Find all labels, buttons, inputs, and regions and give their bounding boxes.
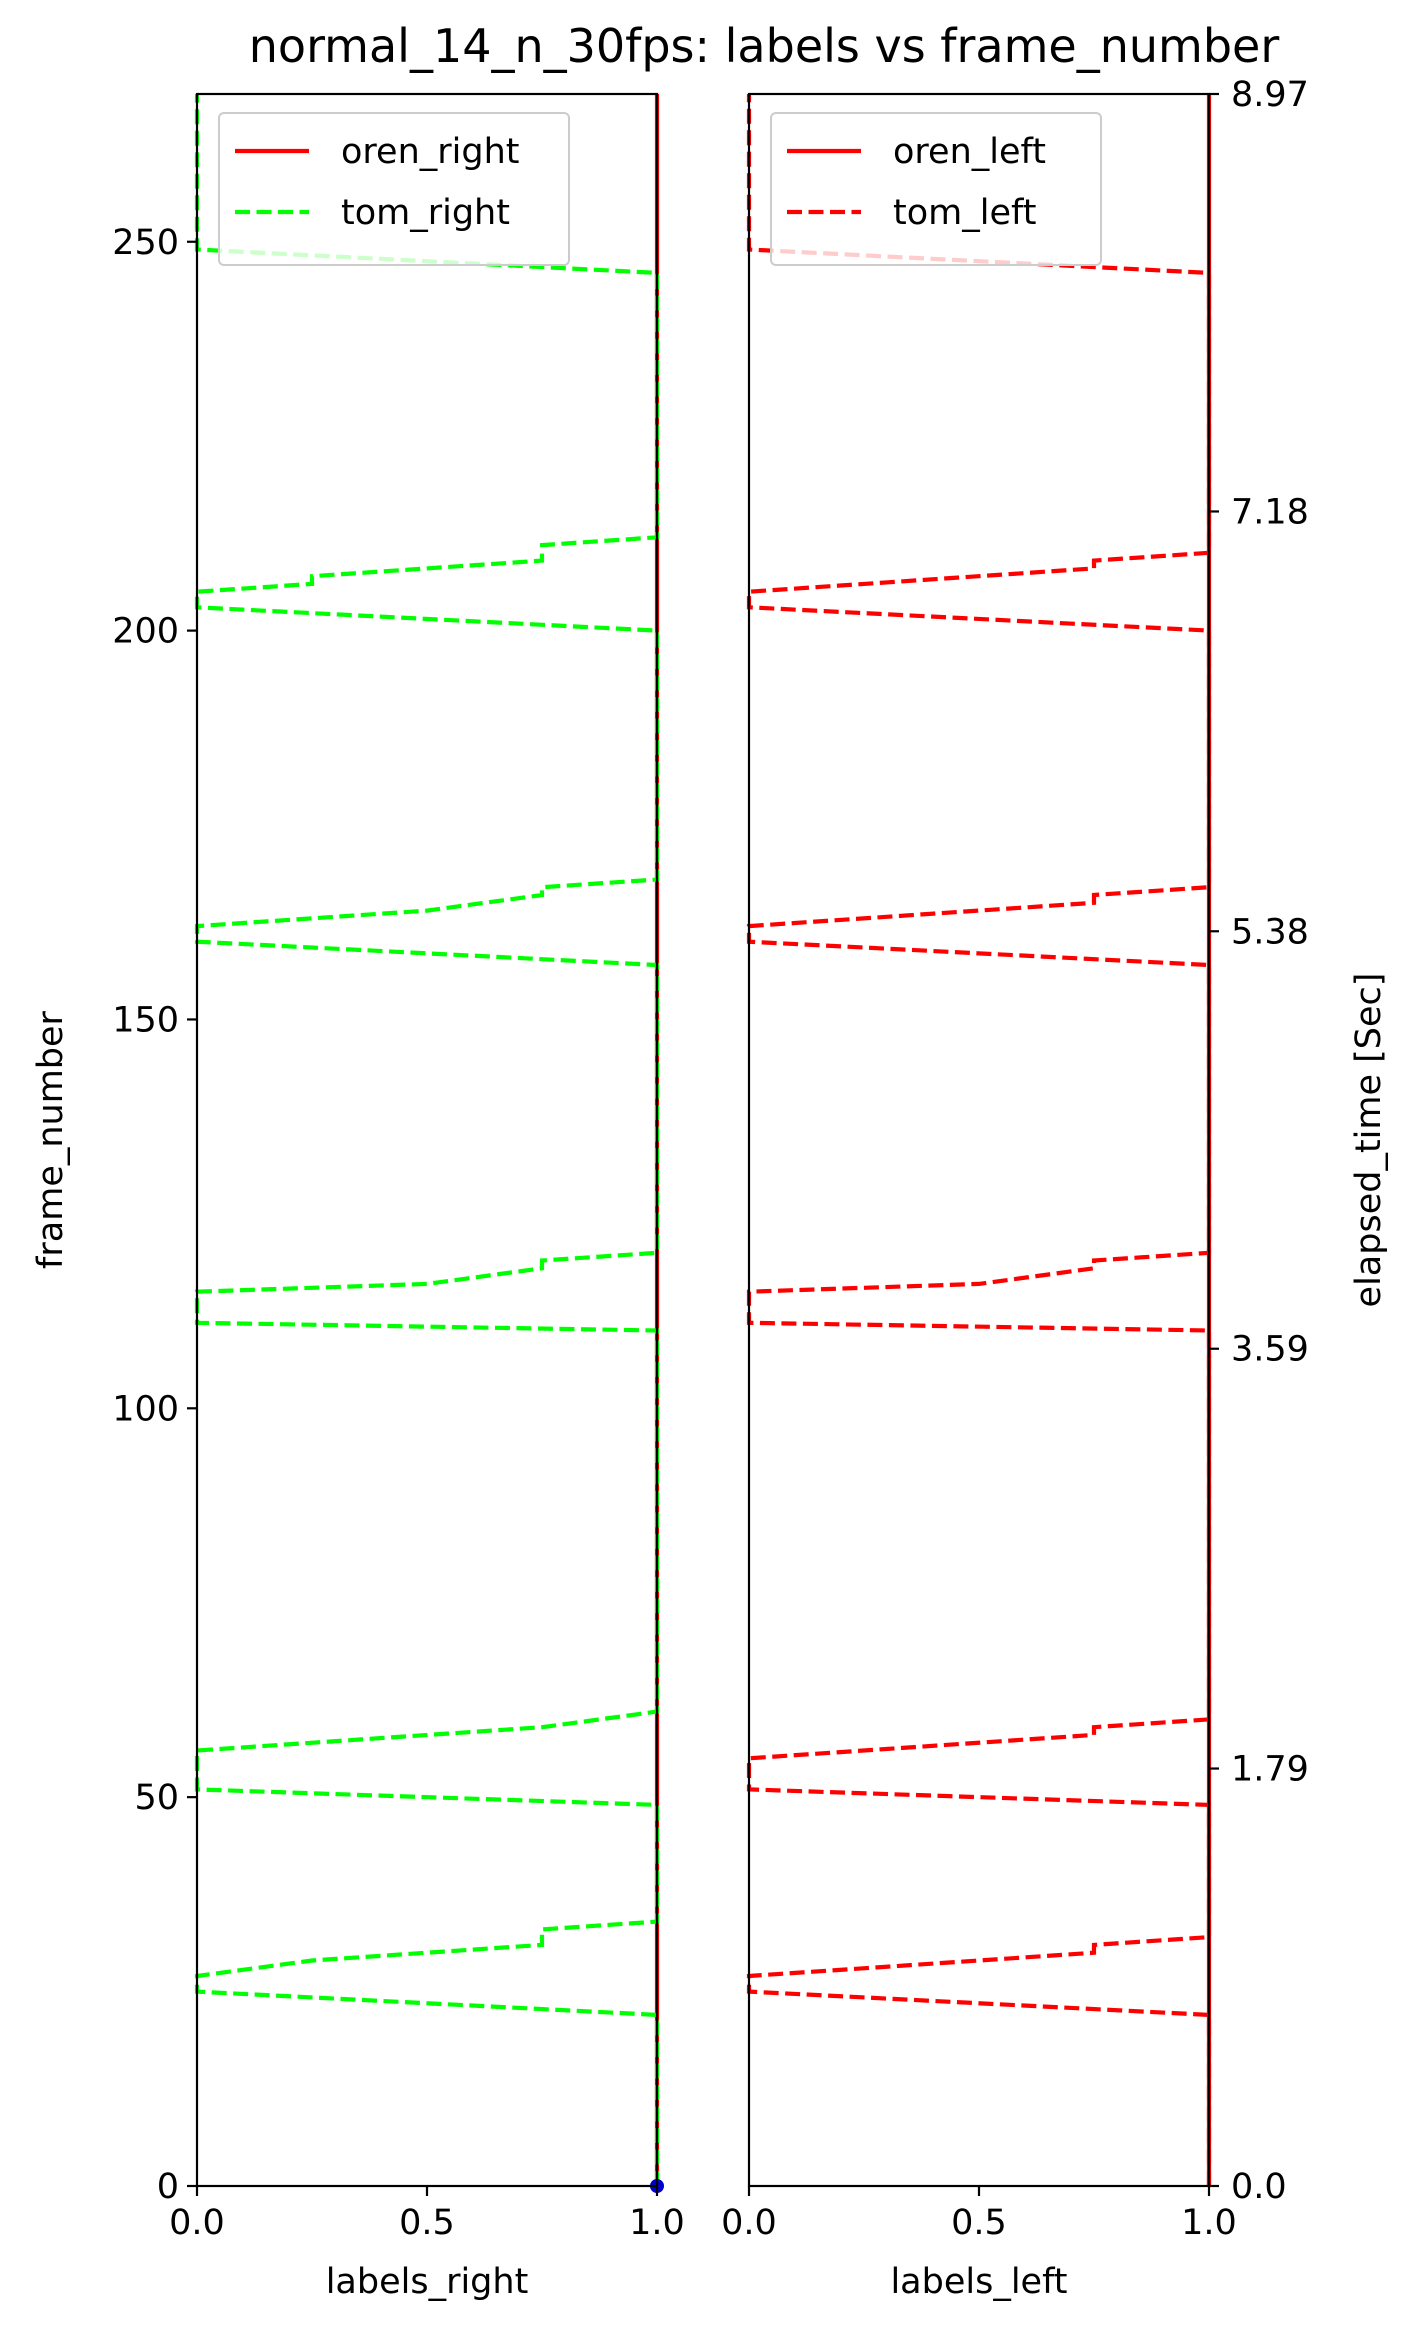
y-tick-label: 250 [112, 223, 179, 263]
y-tick-label: 200 [112, 612, 179, 652]
x-ticks-right: 0.0 0.5 1.0 [169, 2186, 685, 2243]
legend-label-tom_right: tom_right [341, 193, 510, 233]
series-line-tom_right [194, 94, 660, 2186]
x-tick-label: 0.5 [399, 2203, 455, 2243]
x-tick-label: 1.0 [629, 2203, 685, 2243]
right-y-tick-label: 3.59 [1231, 1330, 1309, 1370]
right-y-tick-label: 8.97 [1231, 75, 1309, 115]
legend-label-oren_right: oren_right [341, 132, 520, 172]
axes-frame-left [747, 92, 1211, 2188]
y-tick-label: 150 [112, 1000, 179, 1040]
y-tick-label: 50 [134, 1778, 179, 1818]
series-line-tom_left [746, 94, 1212, 2186]
axes-frame-right [195, 92, 659, 2188]
x-ticks-left: 0.0 0.5 1.0 [721, 2186, 1237, 2243]
legend-label-tom_left: tom_left [893, 193, 1036, 233]
right-y-axis-label: elapsed_time [Sec] [1349, 973, 1389, 1308]
legend-right: oren_right tom_right [218, 112, 570, 266]
panel-left: 0.0 0.5 1.0 0.0 1.79 3.59 5.38 7.18 8.97 labels… [721, 75, 1389, 2302]
panel-right: 0.0 0.5 1.0 0 50 100 150 200 250 labels_right f… [31, 92, 685, 2302]
x-tick-label: 1.0 [1181, 2203, 1237, 2243]
y-tick-label: 0 [157, 2167, 179, 2207]
x-tick-label: 0.5 [951, 2203, 1007, 2243]
x-axis-label-right: labels_right [326, 2262, 529, 2302]
right-y-tick-label: 0.0 [1231, 2167, 1287, 2207]
right-y-tick-label: 1.79 [1231, 1750, 1309, 1790]
right-y-tick-label: 7.18 [1231, 492, 1309, 532]
plot-right-series [194, 94, 664, 2193]
x-tick-label: 0.0 [169, 2203, 225, 2243]
x-tick-label: 0.0 [721, 2203, 777, 2243]
y-tick-label: 100 [112, 1389, 179, 1429]
legend-label-oren_left: oren_left [893, 132, 1046, 172]
y-axis-label: frame_number [31, 1010, 71, 1268]
y-ticks-right: 0 50 100 150 200 250 [112, 223, 197, 2207]
x-axis-label-left: labels_left [890, 2262, 1067, 2302]
plot-left-series [746, 94, 1212, 2186]
legend-left: oren_left tom_left [770, 112, 1102, 266]
right-y-ticks: 0.0 1.79 3.59 5.38 7.18 8.97 [1209, 75, 1309, 2207]
right-y-tick-label: 5.38 [1231, 912, 1309, 952]
chart-title: normal_14_n_30fps: labels vs frame_numbe… [249, 19, 1280, 73]
